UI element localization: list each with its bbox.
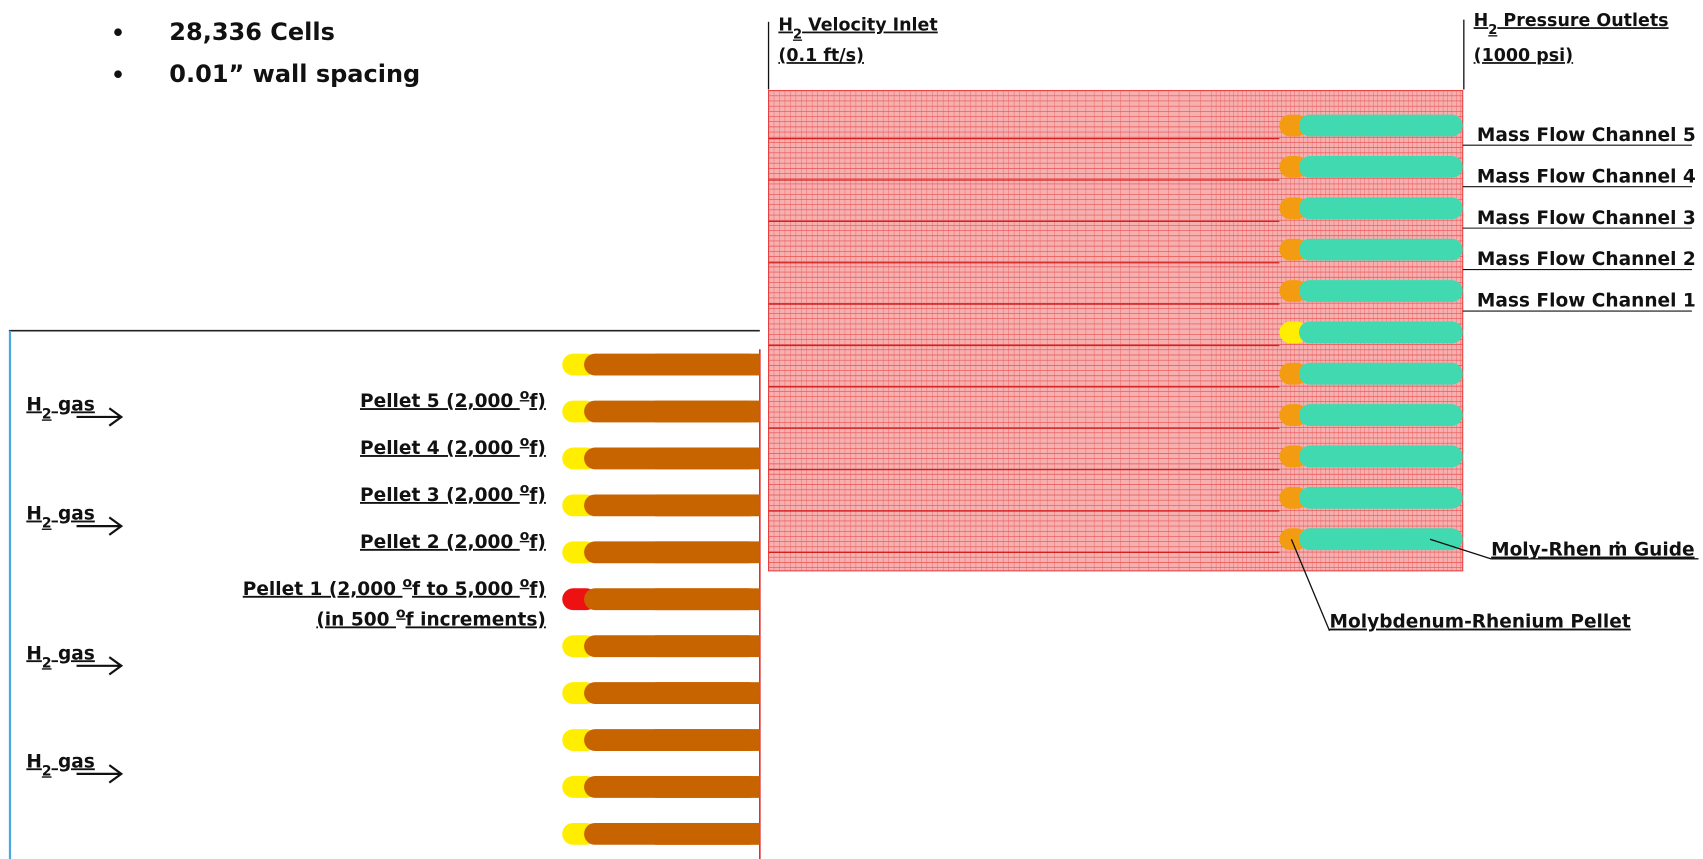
label-part: Pellet 3 (2,000 [360,485,520,506]
guide-bar [1299,155,1463,178]
leader [1429,538,1492,560]
label-part: Pellet 5 (2,000 [360,391,520,412]
label: H2 gas [26,751,95,779]
label: H2 gas [26,394,95,422]
label-part: H [26,504,42,525]
guide-bar [1299,362,1463,385]
label-part: o [520,528,530,544]
label: Pellet 1 (2,000 of to 5,000 of) [243,575,546,600]
label-part: 2 [42,763,52,779]
label-part: o [396,605,406,621]
label-part: o [520,434,530,450]
pellet-bar-end [655,822,760,845]
label: Pellet 4 (2,000 of) [360,434,546,459]
pellet-callout: Molybdenum-Rhenium Pellet [1330,612,1631,633]
gas-arrow [76,407,124,427]
guide-bar [1299,114,1463,137]
mesh [768,90,1464,572]
label-part: 2 [42,406,52,422]
label-part: 2 [42,516,52,532]
label-part: 2 [793,27,802,42]
label: H2 Velocity Inlet [778,16,937,43]
pellet-bar-end [655,588,760,611]
label-part: Pellet 1 (2,000 [243,579,403,600]
label: (in 500 of increments) [316,605,546,630]
bullet [114,28,122,37]
label-part: Pellet 4 (2,000 [360,438,520,459]
label-part: 2 [42,655,52,671]
pellet-bar-end [655,635,760,658]
guide-bar [1299,197,1463,220]
channel-label: Mass Flow Channel 5 [1477,125,1696,146]
bullet-text: 28,336 Cells [169,18,335,46]
bullet-text: 0.01” wall spacing [169,60,420,88]
mesh-border [768,90,1464,572]
guide-bar [1299,280,1463,302]
label: Pellet 5 (2,000 of) [360,387,546,412]
label: H2 gas [26,504,95,532]
pellet-panel [8,329,761,859]
pellet-bar-end [655,729,760,751]
channel-label: Mass Flow Channel 4 [1477,166,1696,187]
label-part: Pellet 2 (2,000 [360,532,520,553]
gas-arrow [76,764,124,784]
label-part: gas [52,504,95,525]
channel-label: Mass Flow Channel 2 [1477,249,1696,270]
label-part: f to 5,000 [412,579,520,600]
leader [1290,538,1331,632]
pellet-bar-end [655,541,760,564]
pellet-bar-end [655,400,760,423]
guide-bar [1299,528,1463,551]
label-part: (in 500 [316,609,396,630]
label-part: f) [529,532,546,553]
label: H2 gas [26,643,95,671]
label-part: 2 [1488,23,1497,38]
channel-label: Mass Flow Channel 1 [1477,291,1696,312]
label-part: f) [529,438,546,459]
bullet-text: 2 Dimensional Grids [169,0,441,4]
guide-bar [1299,486,1463,509]
pellet-bar-end [655,776,760,798]
label-part: f) [529,485,546,506]
label-part: gas [52,643,95,664]
guide-bar [1299,445,1463,468]
label-part: H [26,643,42,664]
label: H2 Pressure Outlets [1474,11,1669,37]
label-part: o [402,575,412,591]
label-part: H [26,394,42,415]
label-part: o [520,481,530,497]
outlet-value: (1000 psi) [1474,46,1573,66]
pellet-bar-end [655,494,760,517]
label-part: Velocity Inlet [802,16,938,36]
gas-arrow [76,656,124,676]
label: Pellet 3 (2,000 of) [360,481,546,506]
guide-bar [1299,321,1463,344]
channel-label: Mass Flow Channel 3 [1477,208,1696,229]
guide-bar [1299,238,1463,261]
guide-label: Moly-Rhen ṁ Guide [1491,540,1695,561]
label-part: o [520,575,530,591]
label-part: f) [529,391,546,412]
pellet-bar-end [655,682,760,705]
label: Pellet 2 (2,000 of) [360,528,546,553]
label-part: f increments) [406,609,546,630]
label-part: H [778,16,793,36]
label-part: H [26,751,42,772]
label-part: f) [529,579,546,600]
guide-bar [1299,404,1463,427]
label-part: o [520,387,530,403]
label-part: Pressure Outlets [1497,11,1668,31]
label-part: H [1474,11,1489,31]
pellet-bar-end [655,353,760,376]
label-part: gas [52,394,95,415]
gas-arrow [76,516,124,536]
bullet [114,70,122,79]
label-part: gas [52,751,95,772]
labels: (0.1 ft/s) (1000 psi) Moly-Rhen ṁ Guide … [26,0,1699,784]
inlet-value: (0.1 ft/s) [778,46,864,66]
pellet-bar-end [655,447,760,470]
